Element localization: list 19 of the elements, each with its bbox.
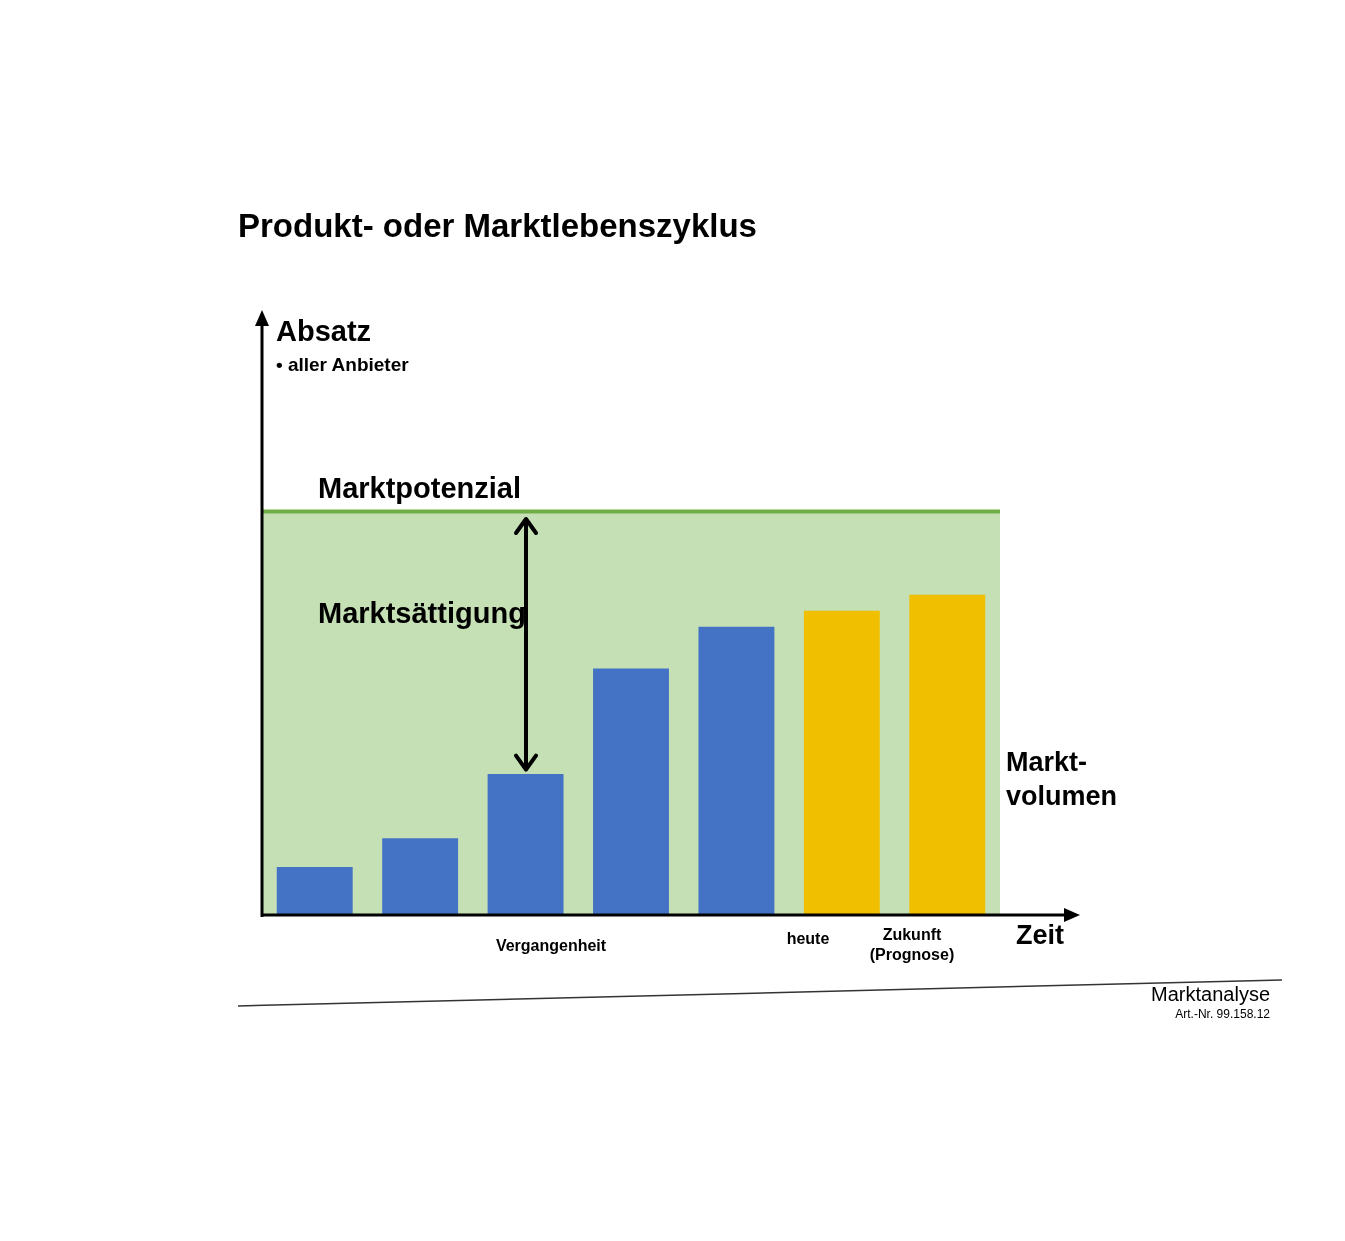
annotation: Markt- volumen — [1006, 747, 1118, 811]
text: Vergangenheit — [495, 937, 607, 954]
bar — [909, 594, 986, 915]
x-axis-title: Zeit — [1016, 920, 1065, 950]
text: Absatz — [276, 315, 372, 347]
bar — [276, 866, 353, 915]
text: Marktanalyse — [1151, 983, 1270, 1005]
bar — [382, 838, 459, 915]
bar — [593, 668, 669, 915]
ref-line-label: Marktpotenzial — [318, 471, 522, 504]
text: Art.-Nr. 99.158.12 — [1175, 1007, 1271, 1021]
text: heute — [786, 930, 830, 947]
bar — [803, 610, 880, 915]
text: Zukunft (Prognose) — [869, 926, 955, 963]
annotation: Marktsättigung — [318, 597, 526, 629]
bar — [698, 626, 775, 915]
bar — [487, 774, 564, 915]
text: • aller Anbieter — [276, 354, 410, 375]
chart-title: Produkt- oder Marktlebenszyklus — [238, 207, 757, 244]
